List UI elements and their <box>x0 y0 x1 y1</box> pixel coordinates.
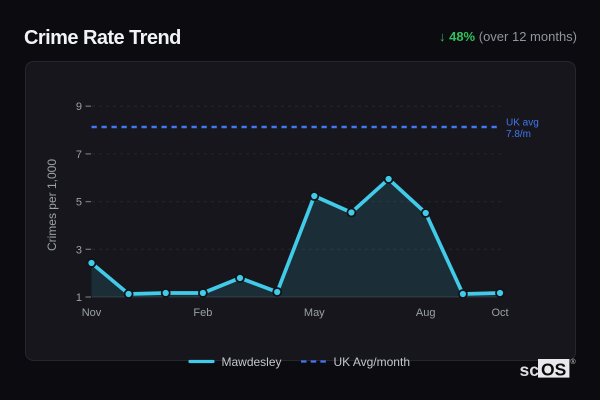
svg-text:UK Avg/month: UK Avg/month <box>334 355 411 369</box>
svg-text:Crimes per 1,000: Crimes per 1,000 <box>45 159 59 251</box>
svg-text:1: 1 <box>76 292 82 304</box>
svg-text:May: May <box>304 307 325 319</box>
svg-text:Nov: Nov <box>82 307 102 319</box>
svg-text:Mawdesley: Mawdesley <box>222 355 282 369</box>
svg-text:5: 5 <box>76 197 82 209</box>
svg-text:7.8/m: 7.8/m <box>506 129 531 140</box>
svg-text:9: 9 <box>76 101 82 113</box>
svg-text:Oct: Oct <box>491 307 508 319</box>
svg-text:®: ® <box>571 358 577 366</box>
svg-text:OS: OS <box>541 360 566 380</box>
svg-text:↓ 48% (over 12 months): ↓ 48% (over 12 months) <box>439 29 577 44</box>
svg-text:Aug: Aug <box>416 307 436 319</box>
svg-text:7: 7 <box>76 149 82 161</box>
svg-text:Crime Rate Trend: Crime Rate Trend <box>24 27 181 49</box>
svg-text:UK avg: UK avg <box>506 118 539 129</box>
svg-text:Feb: Feb <box>193 307 212 319</box>
svg-text:3: 3 <box>76 244 82 256</box>
svg-text:sc: sc <box>520 360 540 380</box>
